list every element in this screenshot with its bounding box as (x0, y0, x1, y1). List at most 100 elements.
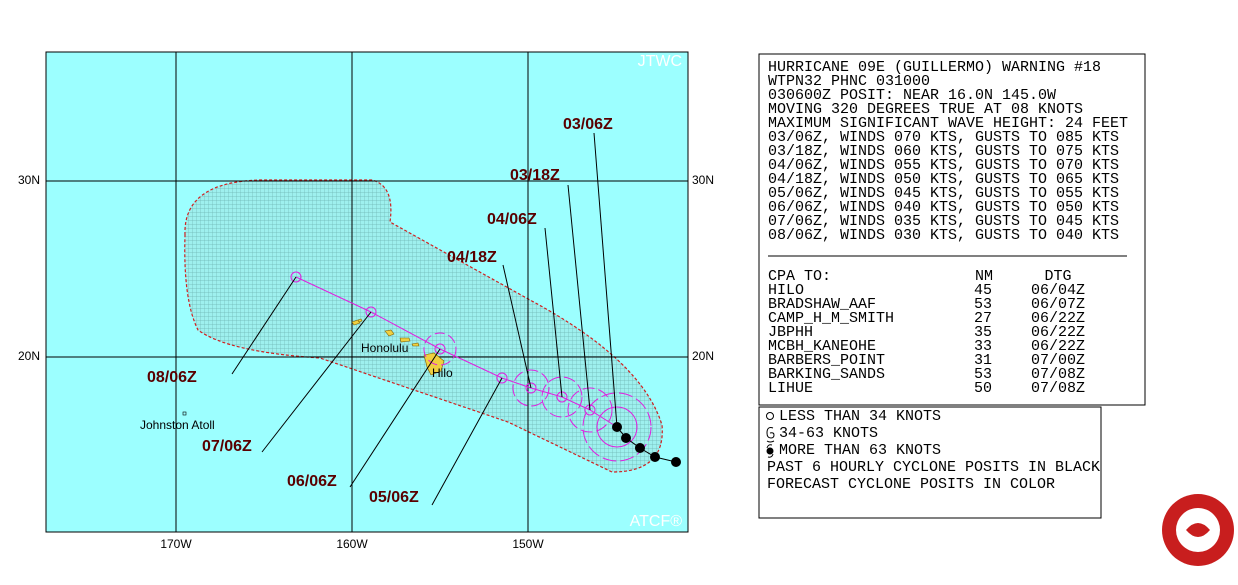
forecast-label: 07/06Z (202, 438, 252, 455)
cpa-cell: 31 (974, 352, 992, 369)
cpa-cell: 07/00Z (1031, 352, 1085, 369)
cpa-cell: 53 (974, 296, 992, 313)
atoll-marker (182, 411, 187, 416)
forecast-labels: 03/06Z 03/18Z 04/06Z 04/18Z 05/06Z 06/06Z 07/0… (147, 116, 618, 506)
forecast-label: 04/18Z (447, 249, 497, 266)
legend-line: FORECAST CYCLONE POSITS IN COLOR (767, 476, 1055, 493)
lon-label: 170W (160, 537, 192, 551)
warning-line: 03/06Z, WINDS 070 KTS, GUSTS TO 085 KTS (768, 129, 1119, 146)
legend-line: PAST 6 HOURLY CYCLONE POSITS IN BLACK (767, 459, 1100, 476)
cpa-cell: 06/22Z (1031, 310, 1085, 327)
leader-line (431, 377, 503, 506)
cpa-cell: 45 (974, 282, 992, 299)
lat-label: 30N (692, 173, 714, 187)
leader-line (261, 311, 372, 453)
cpa-cell: BARKING_SANDS (768, 366, 885, 383)
island (411, 342, 420, 347)
past-position (635, 443, 645, 453)
warning-line: HURRICANE 09E (GUILLERMO) WARNING #18 (768, 59, 1101, 76)
logo-mark (1186, 523, 1210, 537)
wind-radius (512, 369, 550, 407)
wind-radius (567, 387, 613, 433)
warning-line: WTPN32 PHNC 031000 (768, 73, 930, 90)
forecast-label: 05/06Z (369, 489, 419, 506)
danger-area (184, 179, 663, 473)
cpa-cell: 27 (974, 310, 992, 327)
warning-line: 03/18Z, WINDS 060 KTS, GUSTS TO 075 KTS (768, 143, 1119, 160)
corner-label: ATCF® (630, 513, 683, 530)
leader-line (593, 132, 618, 428)
cpa-cell: 33 (974, 338, 992, 355)
cpa-header: NM (975, 268, 993, 285)
warning-line: 07/06Z, WINDS 035 KTS, GUSTS TO 045 KTS (768, 213, 1119, 230)
legend-line: MORE THAN 63 KNOTS (779, 442, 941, 459)
cpa-cell: 07/08Z (1031, 380, 1085, 397)
warning-line: 08/06Z, WINDS 030 KTS, GUSTS TO 040 KTS (768, 227, 1119, 244)
cpa-cell: JBPHH (768, 324, 813, 341)
warning-line: 05/06Z, WINDS 045 KTS, GUSTS TO 055 KTS (768, 185, 1119, 202)
place-label: Johnston Atoll (140, 418, 215, 432)
forecast-positions (290, 271, 596, 416)
forecast-position (525, 382, 537, 394)
forecast-label: 03/06Z (563, 116, 613, 133)
warning-text: HURRICANE 09E (GUILLERMO) WARNING #18WTP… (768, 59, 1128, 244)
forecast-label: 03/18Z (510, 167, 560, 184)
lat-label: 20N (692, 349, 714, 363)
logo (1162, 494, 1234, 566)
legend-panel (758, 406, 1102, 519)
leader-line (567, 184, 591, 411)
leader-line (502, 264, 532, 389)
cpa-header: CPA TO: (768, 268, 831, 285)
wind-radii (423, 332, 652, 462)
warning-line: MAXIMUM SIGNIFICANT WAVE HEIGHT: 24 FEET (768, 115, 1128, 132)
lon-label: 150W (512, 537, 544, 551)
cpa-table: CPA TO: NM DTG HILO 45 06/04Z BRADSHAW_AAF 53 06… (768, 268, 1085, 397)
lat-label: 30N (18, 173, 40, 187)
cpa-cell: 50 (974, 380, 992, 397)
past-position (621, 433, 631, 443)
place-label: Hilo (432, 366, 453, 380)
leader-line (544, 227, 563, 398)
legend-symbol (766, 444, 774, 458)
warning-line: MOVING 320 DEGREES TRUE AT 08 KNOTS (768, 101, 1083, 118)
island (384, 329, 395, 337)
cpa-cell: BRADSHAW_AAF (768, 296, 876, 313)
map-content (46, 52, 688, 532)
cpa-cell: 06/22Z (1031, 338, 1085, 355)
lon-label: 160W (336, 537, 368, 551)
cpa-cell: 53 (974, 366, 992, 383)
cpa-cell: LIHUE (768, 380, 813, 397)
cpa-cell: CAMP_H_M_SMITH (768, 310, 894, 327)
cpa-header: DTG (1044, 268, 1071, 285)
lat-label: 20N (18, 349, 40, 363)
wind-radius (596, 406, 638, 448)
warning-line: 030600Z POSIT: NEAR 16.0N 145.0W (768, 87, 1056, 104)
legend-line: 34-63 KNOTS (779, 425, 878, 442)
cpa-cell: 35 (974, 324, 992, 341)
forecast-position (434, 343, 446, 355)
forecast-position (290, 271, 302, 283)
wind-radius (582, 392, 652, 462)
forecast-position (496, 372, 508, 384)
map: JTWC ATCF® 30N 20N 30N 20N 170W 160W 150… (18, 51, 714, 551)
leader-line (231, 276, 297, 375)
forecast-label: 04/06Z (487, 211, 537, 228)
forecast-position (556, 391, 568, 403)
cpa-cell: 06/07Z (1031, 296, 1085, 313)
island (399, 337, 411, 343)
forecast-label: 08/06Z (147, 369, 197, 386)
past-positions (612, 422, 681, 467)
past-position (650, 452, 660, 462)
legend-symbol (766, 427, 775, 443)
forecast-position (365, 306, 377, 318)
legend-line: LESS THAN 34 KNOTS (779, 408, 941, 425)
cpa-cell: 07/08Z (1031, 366, 1085, 383)
cpa-cell: 06/04Z (1031, 282, 1085, 299)
warning-line: 06/06Z, WINDS 040 KTS, GUSTS TO 050 KTS (768, 199, 1119, 216)
island (357, 318, 363, 323)
past-position (671, 457, 681, 467)
cpa-cell: 06/22Z (1031, 324, 1085, 341)
